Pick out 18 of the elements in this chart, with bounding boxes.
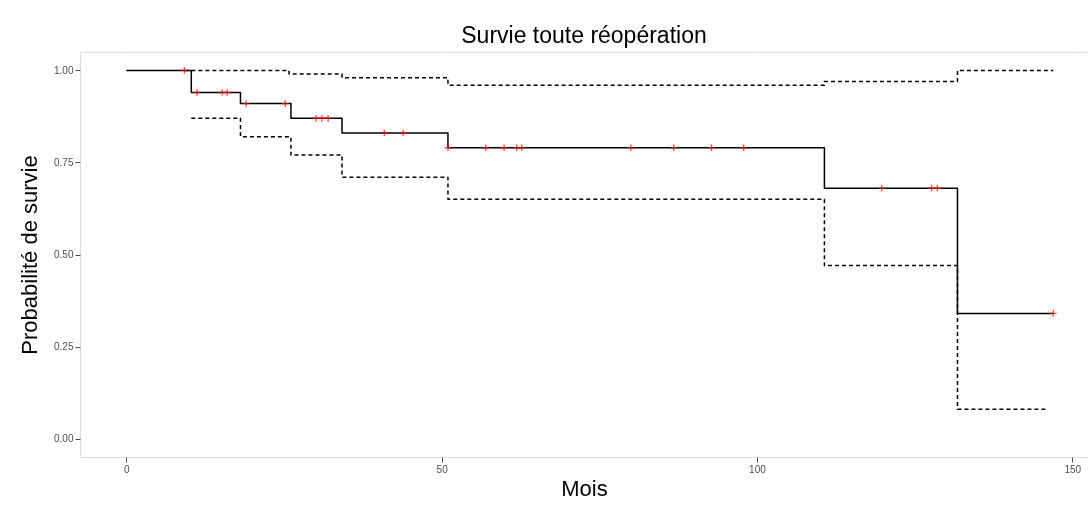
point [380,129,389,137]
chart-title: Survie toute réopération [461,22,707,48]
x-axis-title: Mois [561,475,608,501]
x-tick-label: 0 [124,463,131,475]
x-tick-label: 150 [1064,463,1082,475]
x-tick-label: 100 [749,463,767,475]
y-tick-label: 0.50 [54,249,74,260]
point [399,129,408,137]
y-tick-label: 0.25 [54,341,74,353]
x-tick-label: 50 [436,463,449,475]
y-axis-title: Probabilité de survie [17,155,43,355]
point [192,88,201,97]
y-tick-label: 1.00 [54,64,74,76]
point [500,143,509,152]
y-tick-label: 0.75 [54,156,74,168]
point [324,114,333,123]
point [443,143,452,152]
y-tick-label: 0.00 [54,433,74,445]
